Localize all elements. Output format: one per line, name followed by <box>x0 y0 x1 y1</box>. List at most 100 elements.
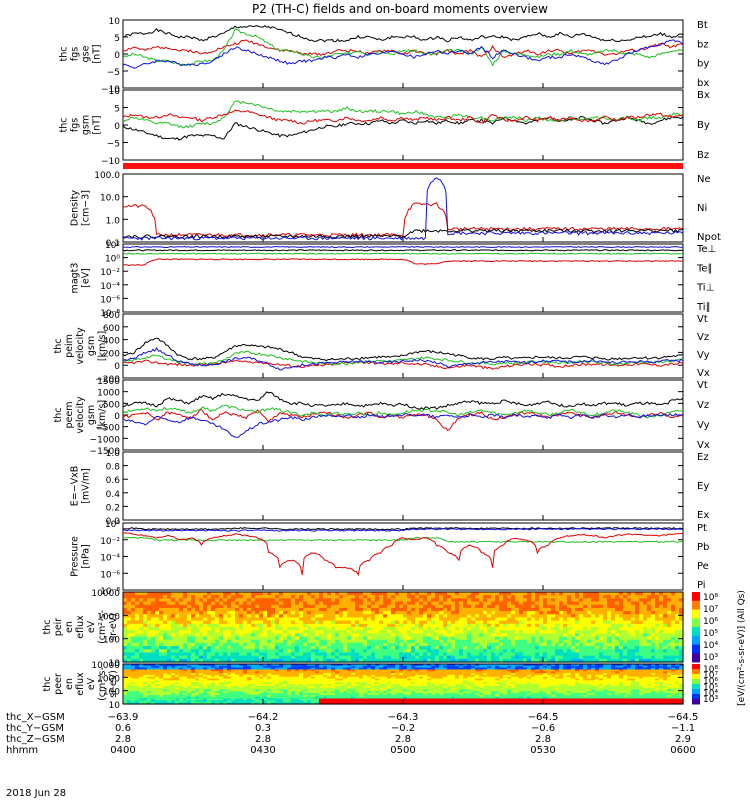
heatmap-cell <box>247 607 252 612</box>
heatmap-cell <box>183 673 188 676</box>
heatmap-cell <box>475 614 480 619</box>
heatmap-cell <box>163 684 168 687</box>
heatmap-cell <box>451 642 456 647</box>
heatmap-cell <box>627 598 632 603</box>
heatmap-cell <box>407 607 412 612</box>
heatmap-cell <box>295 630 300 634</box>
heatmap-cell <box>247 649 252 654</box>
heatmap-cell <box>587 617 592 622</box>
heatmap-cell <box>219 633 224 638</box>
heatmap-cell <box>351 633 356 638</box>
heatmap-cell <box>267 676 272 680</box>
heatmap-cell <box>483 678 488 681</box>
heatmap-cell <box>447 669 452 672</box>
heatmap-cell <box>411 627 416 631</box>
heatmap-cell <box>503 664 508 667</box>
heatmap-cell <box>511 617 516 622</box>
heatmap-cell <box>427 614 432 619</box>
heatmap-cell <box>415 664 420 667</box>
heatmap-cell <box>523 649 528 654</box>
heatmap-cell <box>127 633 132 638</box>
heatmap-cell <box>355 617 360 622</box>
heatmap-cell <box>599 617 604 622</box>
heatmap-cell <box>515 665 520 669</box>
heatmap-cell <box>327 649 332 654</box>
heatmap-cell <box>471 611 476 615</box>
heatmap-cell <box>163 682 168 685</box>
heatmap-cell <box>475 682 480 685</box>
heatmap-cell <box>331 674 336 678</box>
heatmap-cell <box>555 652 560 657</box>
heatmap-cell <box>535 611 540 615</box>
heatmap-cell <box>155 674 160 678</box>
heatmap-cell <box>563 611 568 615</box>
heatmap-cell <box>303 627 308 631</box>
heatmap-cell <box>203 623 208 628</box>
heatmap-cell <box>319 682 324 685</box>
heatmap-cell <box>147 607 152 612</box>
heatmap-cell <box>583 636 588 641</box>
heatmap-cell <box>495 617 500 622</box>
heatmap-cell <box>443 674 448 678</box>
heatmap-cell <box>143 646 148 650</box>
heatmap-cell <box>383 667 388 671</box>
heatmap-cell <box>419 595 424 599</box>
heatmap-cell <box>591 633 596 638</box>
heatmap-cell <box>183 671 188 674</box>
heatmap-cell <box>207 601 212 606</box>
heatmap-cell <box>575 601 580 606</box>
heatmap-cell <box>635 601 640 606</box>
heatmap-cell <box>391 636 396 641</box>
heatmap-cell <box>147 674 152 678</box>
heatmap-cell <box>427 678 432 681</box>
heatmap-cell <box>371 633 376 638</box>
heatmap-cell <box>171 642 176 647</box>
heatmap-cell <box>191 595 196 599</box>
heatmap-cell <box>219 607 224 612</box>
heatmap-cell <box>167 614 172 619</box>
heatmap-cell <box>463 674 468 678</box>
heatmap-cell <box>123 655 128 660</box>
heatmap-cell <box>227 607 232 612</box>
heatmap-cell <box>455 671 460 674</box>
heatmap-cell <box>423 664 428 667</box>
heatmap-cell <box>135 667 140 671</box>
heatmap-cell <box>147 636 152 641</box>
heatmap-cell <box>327 614 332 619</box>
heatmap-cell <box>515 592 520 596</box>
heatmap-cell <box>555 636 560 641</box>
y-tick-label: 5 <box>114 34 120 44</box>
heatmap-cell <box>139 678 144 681</box>
heatmap-cell <box>391 642 396 647</box>
heatmap-cell <box>355 592 360 596</box>
heatmap-cell <box>391 684 396 687</box>
heatmap-cell <box>511 665 516 669</box>
heatmap-cell <box>159 630 164 634</box>
heatmap-cell <box>271 639 276 644</box>
heatmap-cell <box>659 673 664 676</box>
heatmap-cell <box>607 601 612 606</box>
heatmap-cell <box>439 680 444 683</box>
heatmap-cell <box>675 667 680 671</box>
heatmap-cell <box>275 665 280 669</box>
heatmap-cell <box>267 598 272 603</box>
heatmap-cell <box>551 604 556 609</box>
heatmap-cell <box>675 682 680 685</box>
heatmap-cell <box>351 671 356 674</box>
heatmap-cell <box>535 671 540 674</box>
heatmap-cell <box>483 592 488 596</box>
heatmap-cell <box>143 633 148 638</box>
heatmap-cell <box>603 680 608 683</box>
heatmap-cell <box>211 680 216 683</box>
heatmap-cell <box>279 636 284 641</box>
heatmap-cell <box>127 680 132 683</box>
heatmap-cell <box>331 636 336 641</box>
heatmap-cell <box>423 682 428 685</box>
heatmap-cell <box>519 667 524 671</box>
heatmap-cell <box>535 646 540 650</box>
heatmap-cell <box>479 614 484 619</box>
heatmap-cell <box>215 665 220 669</box>
heatmap-cell <box>583 676 588 680</box>
heatmap-cell <box>423 673 428 676</box>
series-By <box>122 100 684 129</box>
